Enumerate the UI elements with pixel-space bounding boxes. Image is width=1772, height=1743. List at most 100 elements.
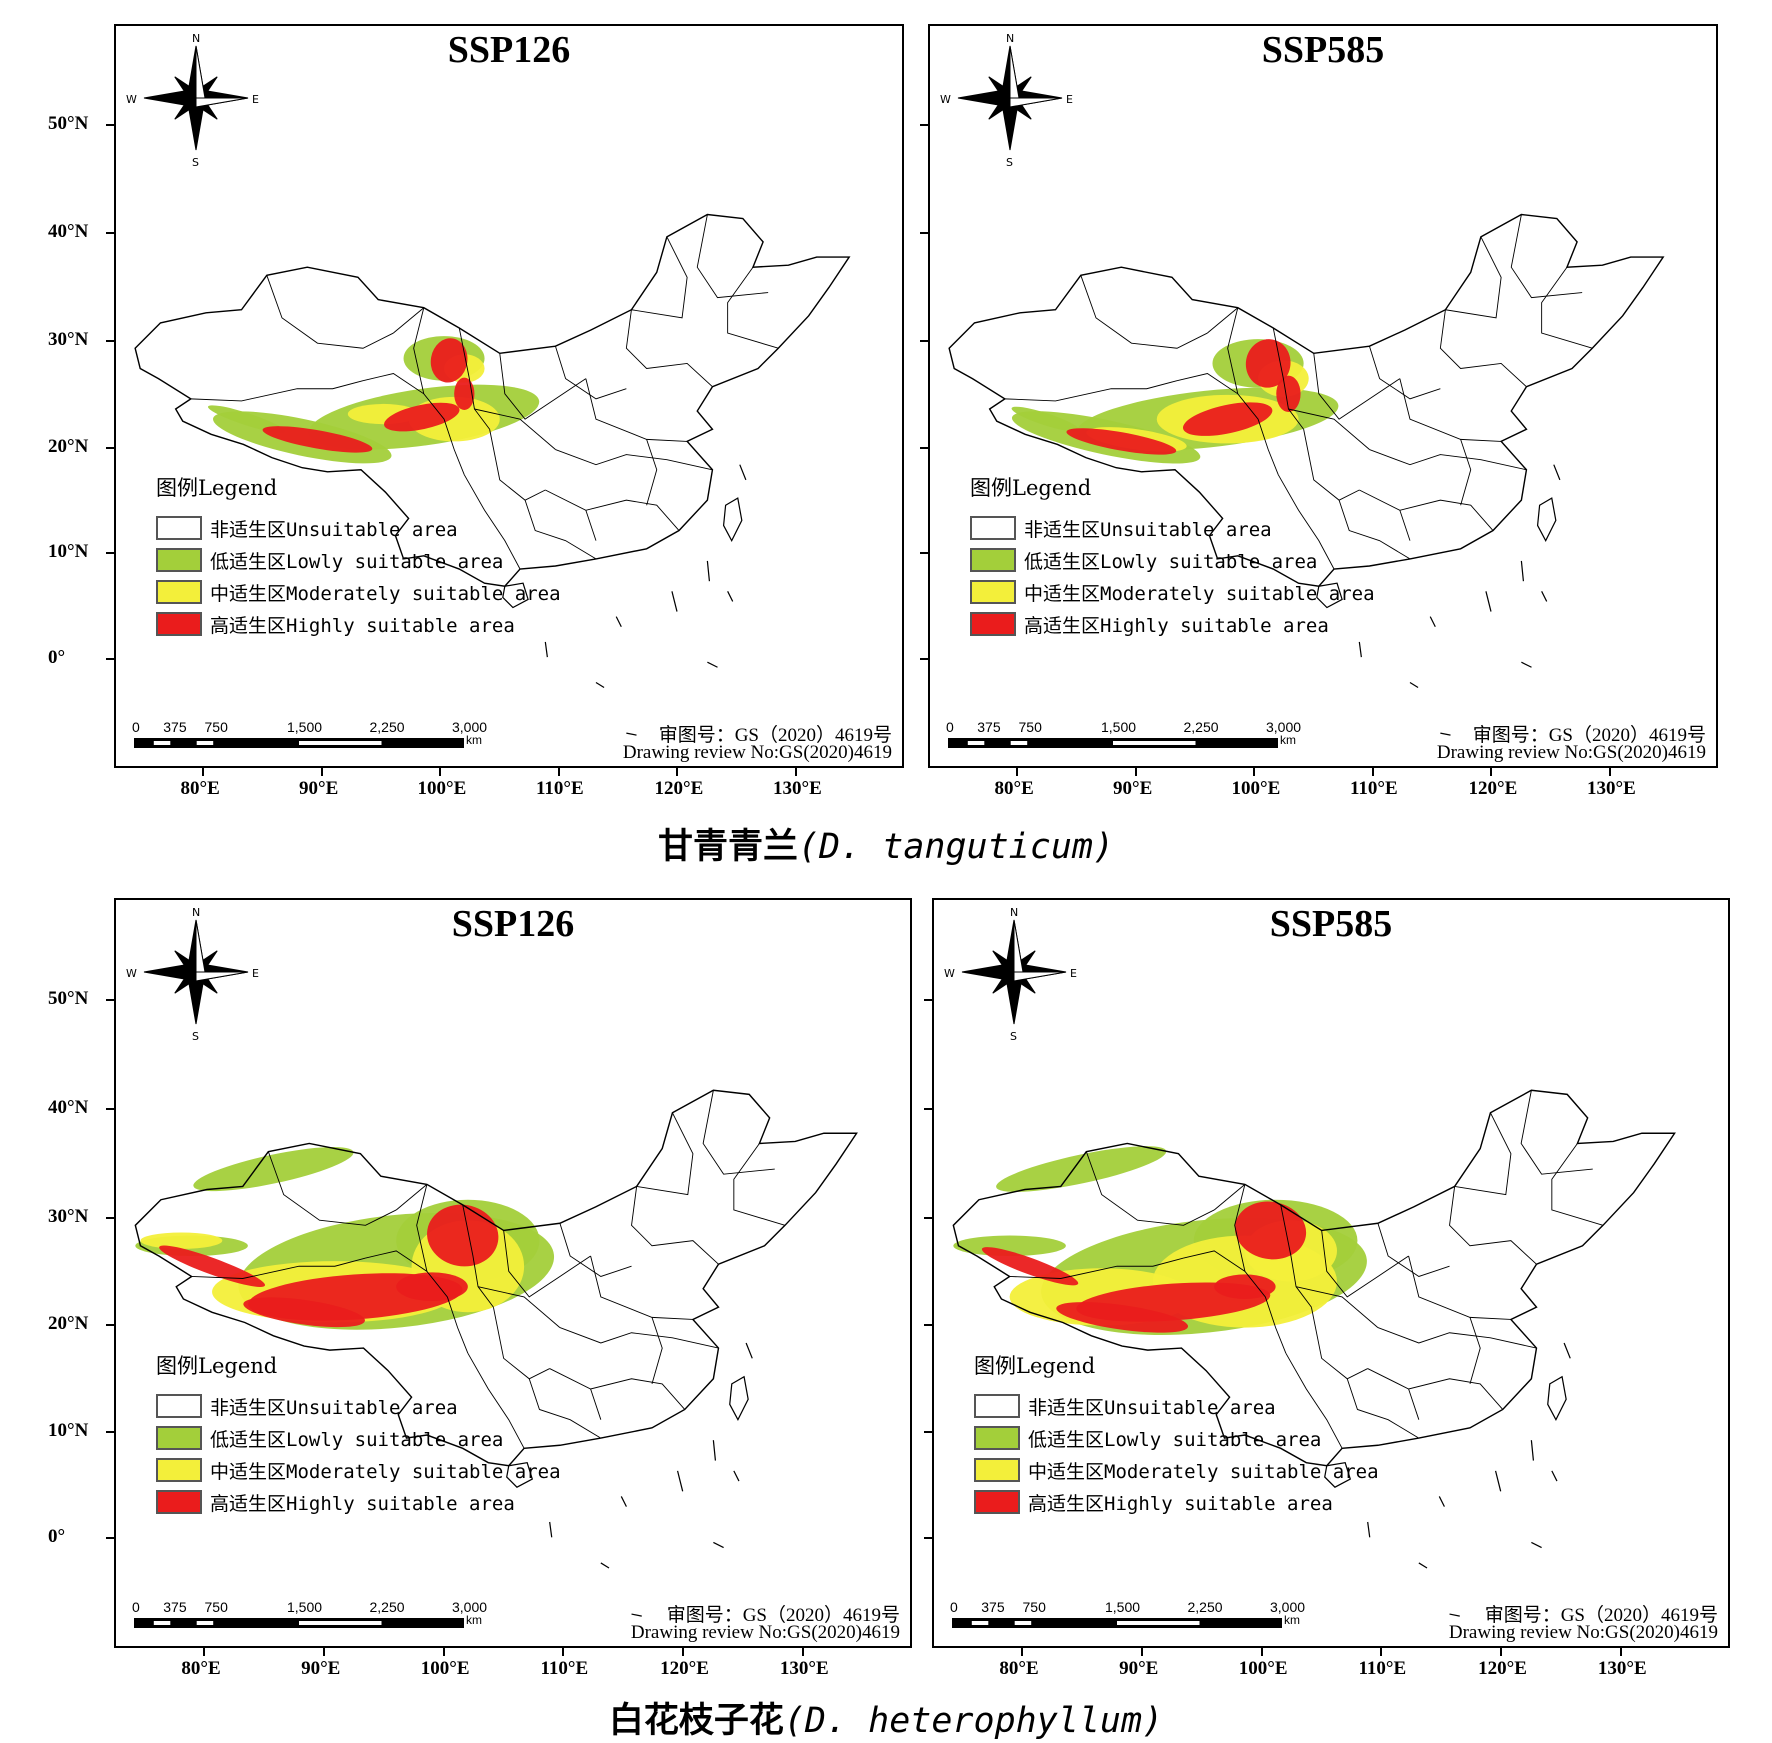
country-outline [134, 1089, 858, 1467]
compass-letter-n: N [1010, 906, 1018, 919]
scale-unit: km [466, 733, 482, 747]
legend-item: 高适生区Highly suitable area [156, 608, 561, 640]
legend-label: 中适生区Moderately suitable area [1028, 1460, 1379, 1483]
province-border [545, 489, 680, 531]
legend-swatch [156, 516, 202, 541]
province-border [393, 307, 425, 334]
province-border [651, 1317, 663, 1385]
legend-item: 低适生区Lowly suitable area [156, 1422, 561, 1454]
legend-label: 低适生区Lowly suitable area [1024, 550, 1318, 573]
legend-item: 低适生区Lowly suitable area [156, 544, 561, 576]
latitude-tick [106, 340, 114, 343]
province-border [1310, 1307, 1368, 1380]
longitude-tick [1253, 768, 1256, 776]
latitude-tick [920, 232, 928, 235]
legend-swatch [156, 1490, 202, 1514]
suitability-layer [135, 1146, 555, 1330]
latitude-label: 50°N [48, 988, 89, 1010]
province-border [631, 236, 688, 319]
scale-tick-label: 0 [950, 1599, 958, 1615]
map-legend: 图例Legend 非适生区Unsuitable area 低适生区Lowly sui… [970, 472, 1375, 640]
scale-tick-label: 375 [163, 1599, 187, 1615]
longitude-tick [794, 768, 797, 776]
province-border [590, 1388, 602, 1420]
legend-label: 高适生区Highly suitable area [1028, 1492, 1333, 1515]
latitude-tick [106, 657, 114, 660]
province-border [1277, 474, 1335, 570]
latitude-label: 50°N [48, 113, 89, 135]
legend-swatch [974, 1394, 1020, 1418]
longitude-label: 90°E [1112, 778, 1153, 799]
province-border [362, 373, 465, 476]
province-border [1408, 1388, 1420, 1420]
longitude-label: 100°E [417, 778, 467, 799]
scale-tick-label: 2,250 [1188, 1599, 1223, 1615]
map-legend: 图例Legend 非适生区Unsuitable area 低适生区Lowly sui… [974, 1350, 1379, 1518]
latitude-label: 10°N [48, 541, 89, 563]
latitude-tick [106, 999, 114, 1002]
review-number-en: Drawing review No:GS(2020)4619 [1448, 1622, 1718, 1643]
legend-label: 非适生区Unsuitable area [210, 1396, 458, 1419]
island-outline [1536, 497, 1557, 542]
latitude-tick [920, 340, 928, 343]
longitude-tick [557, 768, 560, 776]
longitude-tick [676, 768, 679, 776]
province-border [1085, 1151, 1215, 1226]
review-number-en: Drawing review No:GS(2020)4619 [630, 1622, 900, 1643]
longitude-tick [801, 1648, 804, 1656]
province-border [365, 1250, 469, 1354]
latitude-tick [920, 446, 928, 449]
compass-letter-e: E [252, 967, 259, 980]
province-border [1080, 275, 1208, 349]
province-border [1285, 1352, 1343, 1449]
latitude-tick [920, 124, 928, 127]
legend-title: 图例Legend [970, 476, 1092, 501]
review-number-cn: 审图号：GS（2020）4619号 [1472, 725, 1706, 746]
longitude-tick [1490, 768, 1493, 776]
compass-letter-s: S [1010, 1030, 1017, 1043]
review-number-cn: 审图号：GS（2020）4619号 [658, 725, 892, 746]
map-panel-heterophyllum-ssp585: SSP585 N S E W 0 375 750 1,500 2,250 3,000 km 图例Leg… [932, 898, 1730, 1648]
province-border [555, 346, 627, 400]
latitude-tick [106, 1216, 114, 1219]
species-caption-2: 白花枝子花(D. heterophyllum) [0, 1692, 1772, 1743]
province-border [1369, 449, 1527, 471]
suitability-layer [953, 1146, 1367, 1335]
longitude-label: 130°E [1597, 1658, 1647, 1679]
compass-rose-icon: N S E W [126, 906, 259, 1043]
legend-swatch [156, 1394, 202, 1418]
longitude-label: 100°E [1231, 778, 1281, 799]
legend-item: 低适生区Lowly suitable area [970, 544, 1375, 576]
compass-letter-e: E [1066, 93, 1073, 106]
country-outline [952, 1089, 1676, 1467]
longitude-tick [1141, 1648, 1144, 1656]
nine-dash-line [544, 464, 747, 736]
island-outline [722, 497, 743, 542]
scale-tick-label: 1,500 [1105, 1599, 1140, 1615]
legend-title: 图例Legend [156, 1354, 278, 1378]
longitude-label: 110°E [1349, 778, 1398, 799]
legend-item: 低适生区Lowly suitable area [974, 1422, 1379, 1454]
province-border [462, 1204, 494, 1308]
province-border [585, 510, 597, 541]
map-panel-heterophyllum-ssp126: SSP126 N S E W 0 375 750 1,500 2,250 3,000 km 图例Leg… [114, 898, 912, 1648]
province-border [499, 353, 587, 420]
province-border [1009, 1257, 1184, 1279]
legend-label: 非适生区Unsuitable area [1024, 518, 1272, 541]
province-border [590, 1255, 693, 1320]
latitude-tick [924, 1430, 932, 1433]
map-panel-tanguticum-ssp585: SSP585 N S E W 0 375 750 1,500 2,250 3,000 km 图例Leg… [928, 24, 1718, 768]
legend-swatch [974, 1458, 1020, 1482]
compass-letter-w: W [940, 93, 951, 106]
panel-title: SSP585 [1261, 29, 1385, 71]
species-caption-1: 甘青青兰(D. tanguticum) [0, 818, 1772, 869]
legend-label: 高适生区Highly suitable area [1024, 614, 1329, 637]
province-border [458, 327, 490, 430]
island-outline [729, 1375, 749, 1422]
latitude-tick [106, 1537, 114, 1539]
longitude-label: 110°E [535, 778, 584, 799]
